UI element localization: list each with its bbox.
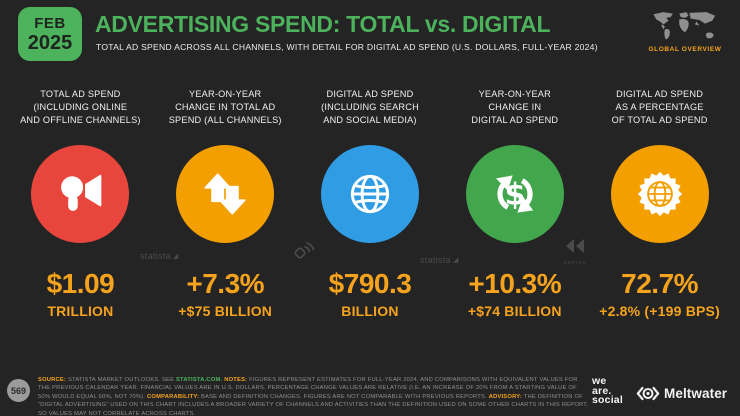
statista-watermark: statista ◢ (420, 255, 459, 265)
stat-sub-value: TRILLION (47, 303, 114, 319)
stat-label: YEAR-ON-YEAR CHANGE IN DIGITAL AD SPEND (471, 89, 559, 125)
stat-label: TOTAL AD SPEND (INCLUDING ONLINE AND OFF… (20, 89, 141, 125)
source-notes: SOURCE: STATISTA MARKET OUTLOOKS. SEE ST… (38, 376, 590, 416)
source-body: STATISTA MARKET OUTLOOKS. SEE (67, 377, 175, 383)
globe-starburst-icon (637, 171, 682, 217)
stat-total-ad-spend: TOTAL AD SPEND (INCLUDING ONLINE AND OFF… (10, 88, 151, 318)
page-title: ADVERTISING SPEND: TOTAL vs. DIGITAL (95, 11, 551, 37)
stat-circle (31, 145, 130, 243)
comparability-label: COMPARABILITY: (146, 393, 200, 400)
meltwater-logo: Meltwater (636, 385, 727, 402)
stat-label: DIGITAL AD SPEND AS A PERCENTAGE OF TOTA… (611, 89, 708, 125)
globe-icon (350, 174, 390, 214)
stat-value: +7.3% (186, 268, 265, 299)
heart-signal-watermark (292, 238, 316, 267)
was-logo-line: are. (592, 384, 612, 397)
stat-value: $1.09 (46, 268, 115, 299)
date-badge: FEB 2025 (18, 7, 82, 61)
comparability-body: BASE AND DEFINITION CHANGES. FIGURES ARE… (200, 393, 487, 400)
stat-label: YEAR-ON-YEAR CHANGE IN TOTAL AD SPEND (A… (168, 89, 282, 125)
statista-watermark-text: statista (420, 255, 451, 265)
stat-label: DIGITAL AD SPEND (INCLUDING SEARCH AND S… (321, 89, 419, 125)
global-overview: GLOBAL OVERVIEW (644, 10, 726, 53)
kepios-logo-icon (566, 239, 585, 253)
stat-sub-value: +$74 BILLION (467, 303, 562, 319)
stat-digital-ad-spend: DIGITAL AD SPEND (INCLUDING SEARCH AND S… (300, 88, 441, 318)
stat-sub-value: +$75 BILLION (178, 303, 273, 319)
stat-value: $790.3 (328, 268, 412, 299)
kepios-watermark: KEPIOS (564, 238, 587, 265)
advisory-label: ADVISORY: (488, 393, 523, 400)
svg-text:$: $ (504, 178, 525, 213)
stat-circle (176, 145, 275, 243)
stats-row: TOTAL AD SPEND (INCLUDING ONLINE AND OFF… (10, 88, 730, 318)
we-are-social-logo: we are. social (592, 375, 623, 407)
stat-circle (320, 145, 419, 243)
world-map-icon (653, 12, 716, 40)
advisory-body: THE DEFINITION OF “DIGITAL ADVERTISING” … (38, 393, 589, 416)
page-number-badge: 569 (7, 379, 30, 402)
stat-value: +10.3% (468, 268, 562, 299)
stat-circle (610, 145, 709, 243)
kepios-watermark-text: KEPIOS (564, 260, 587, 265)
was-logo-line: we (592, 375, 607, 387)
badge-month: FEB (34, 14, 66, 32)
source-label: SOURCE: (38, 377, 67, 383)
badge-year: 2025 (27, 31, 73, 54)
stat-digital-ad-spend-change: YEAR-ON-YEAR CHANGE IN DIGITAL AD SPEND (444, 88, 585, 318)
stat-circle: $ (465, 145, 564, 243)
stat-sub-value: +2.8% (+199 BPS) (599, 303, 720, 319)
notes-label: NOTES: (224, 377, 248, 383)
up-down-arrows-icon (204, 173, 246, 215)
statista-watermark-text: statista (140, 251, 171, 261)
statista-logo-glyph: ◢ (452, 257, 459, 264)
statista-com-link[interactable]: STATISTA.COM. (175, 377, 223, 383)
stat-total-ad-spend-change: YEAR-ON-YEAR CHANGE IN TOTAL AD SPEND (A… (155, 88, 296, 318)
overview-label: GLOBAL OVERVIEW (648, 46, 722, 53)
meltwater-wordmark: Meltwater (664, 386, 728, 401)
notes-body: FIGURES REPRESENT ESTIMATES FOR FULL-YEA… (38, 377, 578, 400)
statista-watermark: statista ◢ (140, 251, 179, 261)
statista-logo-glyph: ◢ (172, 253, 179, 260)
stat-value: 72.7% (621, 268, 699, 299)
stat-sub-value: BILLION (341, 303, 399, 319)
stat-digital-share: DIGITAL AD SPEND AS A PERCENTAGE OF TOTA… (589, 88, 730, 318)
meltwater-eye-icon (636, 386, 660, 401)
megaphone-icon (61, 174, 102, 211)
dollar-refresh-icon: $ (495, 175, 533, 213)
was-logo-line: social (592, 394, 623, 407)
page-subtitle: TOTAL AD SPEND ACROSS ALL CHANNELS, WITH… (96, 42, 598, 52)
